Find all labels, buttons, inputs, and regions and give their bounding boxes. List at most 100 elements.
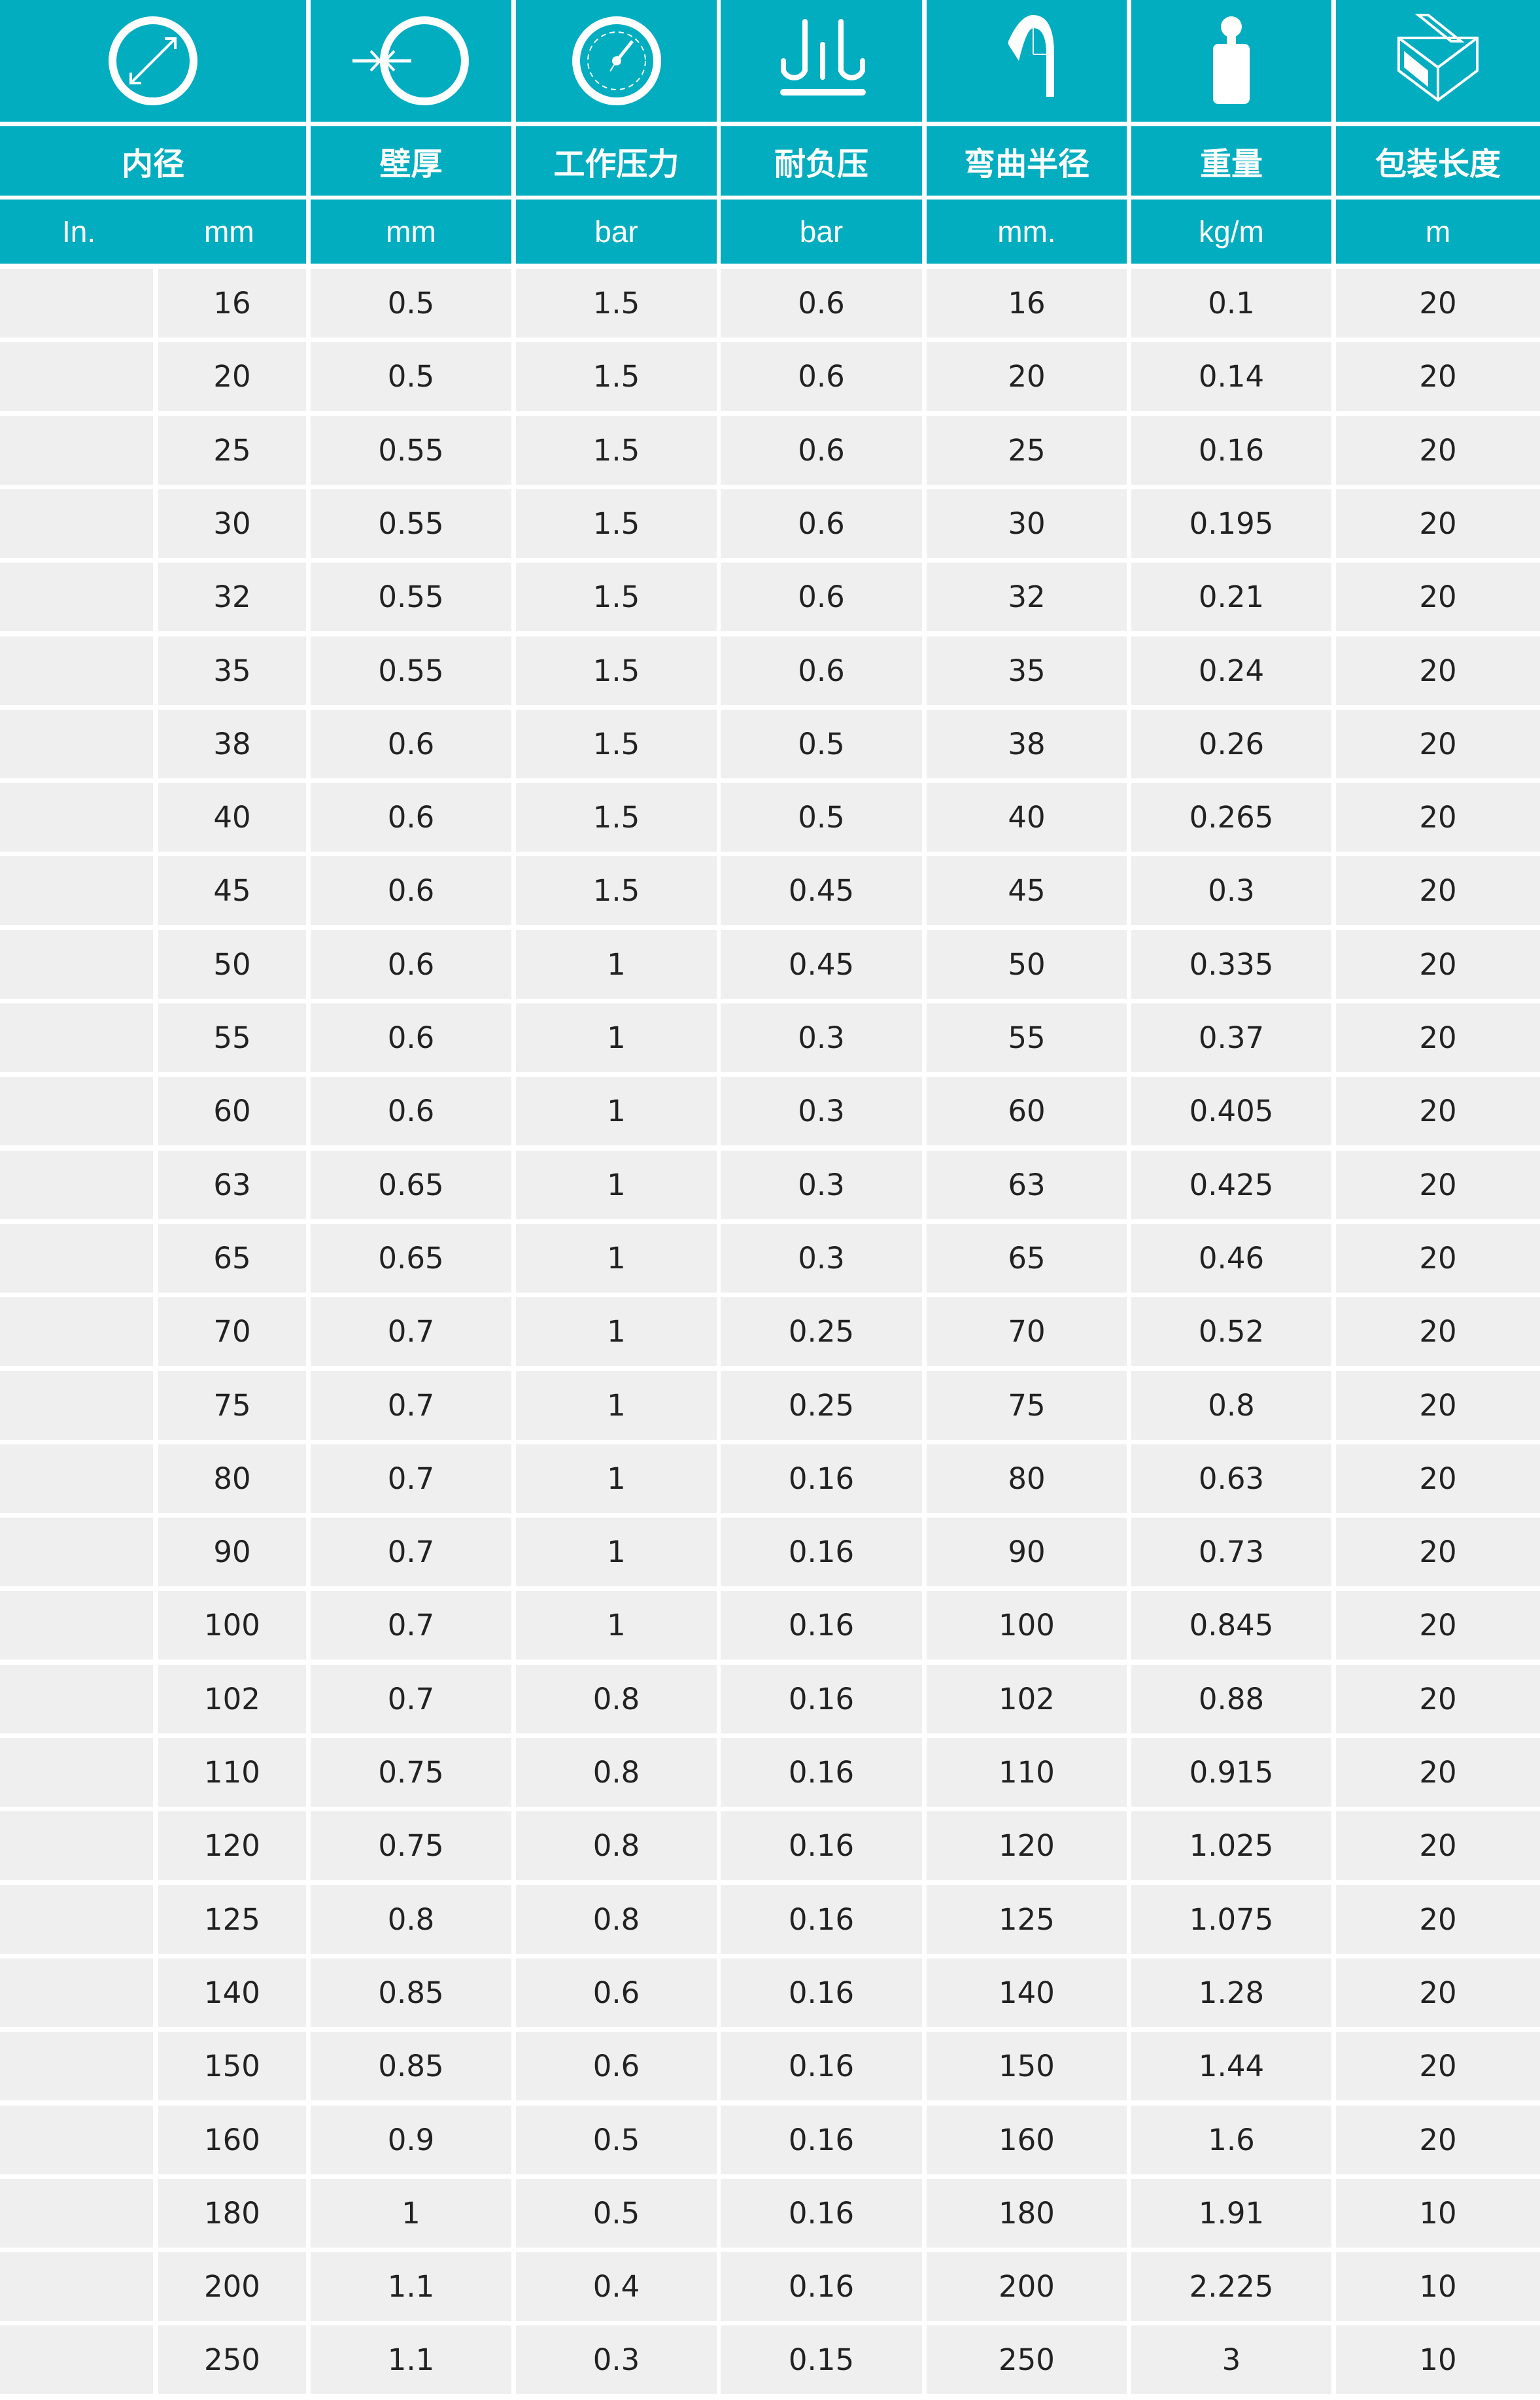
cell-weight: 0.265 <box>1131 783 1331 852</box>
cell-inner-diameter-mm: 20 <box>158 342 306 411</box>
cell-package-length: 20 <box>1336 1223 1540 1293</box>
cell-inch <box>0 856 153 926</box>
cell-working-pressure: 1 <box>516 1591 717 1660</box>
cell-package-length: 10 <box>1336 2325 1540 2395</box>
cell-package-length: 20 <box>1336 1077 1540 1146</box>
cell-weight: 1.075 <box>1131 1885 1331 1954</box>
cell-bend-radius: 38 <box>927 709 1127 778</box>
cell-weight: 0.63 <box>1131 1444 1331 1513</box>
cell-inch <box>0 783 153 852</box>
vacuum-pressure-icon <box>721 0 922 122</box>
cell-weight: 0.37 <box>1131 1003 1331 1072</box>
cell-wall-thickness: 0.85 <box>311 2032 511 2101</box>
cell-bend-radius: 102 <box>927 1664 1127 1733</box>
cell-vacuum-resistance: 0.16 <box>721 1738 922 1807</box>
cell-weight: 1.28 <box>1131 1958 1331 2027</box>
cell-vacuum-resistance: 0.5 <box>721 783 922 852</box>
cell-vacuum-resistance: 0.6 <box>721 269 922 338</box>
cell-inch <box>0 563 153 632</box>
cell-wall-thickness: 0.75 <box>311 1811 511 1881</box>
cell-inner-diameter-mm: 200 <box>158 2252 306 2322</box>
cell-inch <box>0 1223 153 1293</box>
cell-vacuum-resistance: 0.16 <box>721 1664 922 1733</box>
cell-bend-radius: 50 <box>927 930 1127 999</box>
cell-working-pressure: 0.8 <box>516 1738 717 1807</box>
cell-weight: 0.14 <box>1131 342 1331 411</box>
cell-bend-radius: 70 <box>927 1297 1127 1366</box>
cell-working-pressure: 1 <box>516 1003 717 1072</box>
cell-vacuum-resistance: 0.6 <box>721 636 922 705</box>
cell-weight: 1.6 <box>1131 2105 1331 2174</box>
cell-inch <box>0 1591 153 1660</box>
header-weight: 重量 <box>1131 126 1331 196</box>
cell-inner-diameter-mm: 110 <box>158 1738 306 1807</box>
cell-bend-radius: 25 <box>927 415 1127 485</box>
cell-inner-diameter-mm: 160 <box>158 2105 306 2174</box>
cell-working-pressure: 1.5 <box>516 856 717 926</box>
cell-bend-radius: 75 <box>927 1370 1127 1440</box>
cell-working-pressure: 1.5 <box>516 415 717 485</box>
cell-inch <box>0 636 153 705</box>
cell-inch <box>0 489 153 558</box>
cell-inch <box>0 709 153 778</box>
cell-package-length: 20 <box>1336 1811 1540 1881</box>
weight-icon <box>1131 0 1331 122</box>
cell-inner-diameter-mm: 75 <box>158 1370 306 1440</box>
cell-bend-radius: 65 <box>927 1223 1127 1293</box>
cell-package-length: 20 <box>1336 1591 1540 1660</box>
cell-package-length: 20 <box>1336 563 1540 632</box>
header-package-length: 包装长度 <box>1336 126 1540 196</box>
cell-inch <box>0 2325 153 2395</box>
cell-bend-radius: 30 <box>927 489 1127 558</box>
cell-working-pressure: 0.5 <box>516 2178 717 2248</box>
cell-working-pressure: 1.5 <box>516 342 717 411</box>
unit-vacuum-resistance: bar <box>721 200 922 264</box>
inner-diameter-icon <box>0 0 306 122</box>
cell-inch <box>0 1885 153 1954</box>
cell-weight: 0.335 <box>1131 930 1331 999</box>
cell-wall-thickness: 0.6 <box>311 856 511 926</box>
cell-weight: 0.73 <box>1131 1518 1331 1587</box>
cell-working-pressure: 1 <box>516 1518 717 1587</box>
cell-bend-radius: 60 <box>927 1077 1127 1146</box>
cell-weight: 0.845 <box>1131 1591 1331 1660</box>
cell-package-length: 20 <box>1336 342 1540 411</box>
cell-wall-thickness: 1.1 <box>311 2252 511 2322</box>
cell-inner-diameter-mm: 65 <box>158 1223 306 1293</box>
cell-wall-thickness: 0.7 <box>311 1591 511 1660</box>
cell-bend-radius: 40 <box>927 783 1127 852</box>
cell-inch <box>0 1150 153 1219</box>
cell-working-pressure: 1.5 <box>516 783 717 852</box>
cell-working-pressure: 1 <box>516 930 717 999</box>
cell-vacuum-resistance: 0.6 <box>721 489 922 558</box>
cell-wall-thickness: 0.8 <box>311 1885 511 1954</box>
cell-working-pressure: 0.6 <box>516 2032 717 2101</box>
cell-wall-thickness: 0.7 <box>311 1444 511 1513</box>
cell-inner-diameter-mm: 32 <box>158 563 306 632</box>
cell-working-pressure: 1 <box>516 1150 717 1219</box>
cell-package-length: 20 <box>1336 783 1540 852</box>
cell-bend-radius: 125 <box>927 1885 1127 1954</box>
cell-vacuum-resistance: 0.16 <box>721 1444 922 1513</box>
cell-inch <box>0 1958 153 2027</box>
cell-vacuum-resistance: 0.16 <box>721 1591 922 1660</box>
cell-weight: 0.195 <box>1131 489 1331 558</box>
cell-vacuum-resistance: 0.3 <box>721 1223 922 1293</box>
cell-bend-radius: 20 <box>927 342 1127 411</box>
cell-inch <box>0 1077 153 1146</box>
cell-bend-radius: 35 <box>927 636 1127 705</box>
cell-weight: 1.025 <box>1131 1811 1331 1881</box>
unit-weight: kg/m <box>1131 200 1331 264</box>
unit-package-length: m <box>1336 200 1540 264</box>
cell-package-length: 20 <box>1336 636 1540 705</box>
cell-inch <box>0 269 153 338</box>
cell-wall-thickness: 1.1 <box>311 2325 511 2395</box>
cell-inner-diameter-mm: 150 <box>158 2032 306 2101</box>
cell-vacuum-resistance: 0.5 <box>721 709 922 778</box>
cell-working-pressure: 0.8 <box>516 1664 717 1733</box>
cell-inner-diameter-mm: 25 <box>158 415 306 485</box>
cell-bend-radius: 120 <box>927 1811 1127 1881</box>
cell-vacuum-resistance: 0.6 <box>721 415 922 485</box>
cell-inch <box>0 1003 153 1072</box>
cell-working-pressure: 0.3 <box>516 2325 717 2395</box>
